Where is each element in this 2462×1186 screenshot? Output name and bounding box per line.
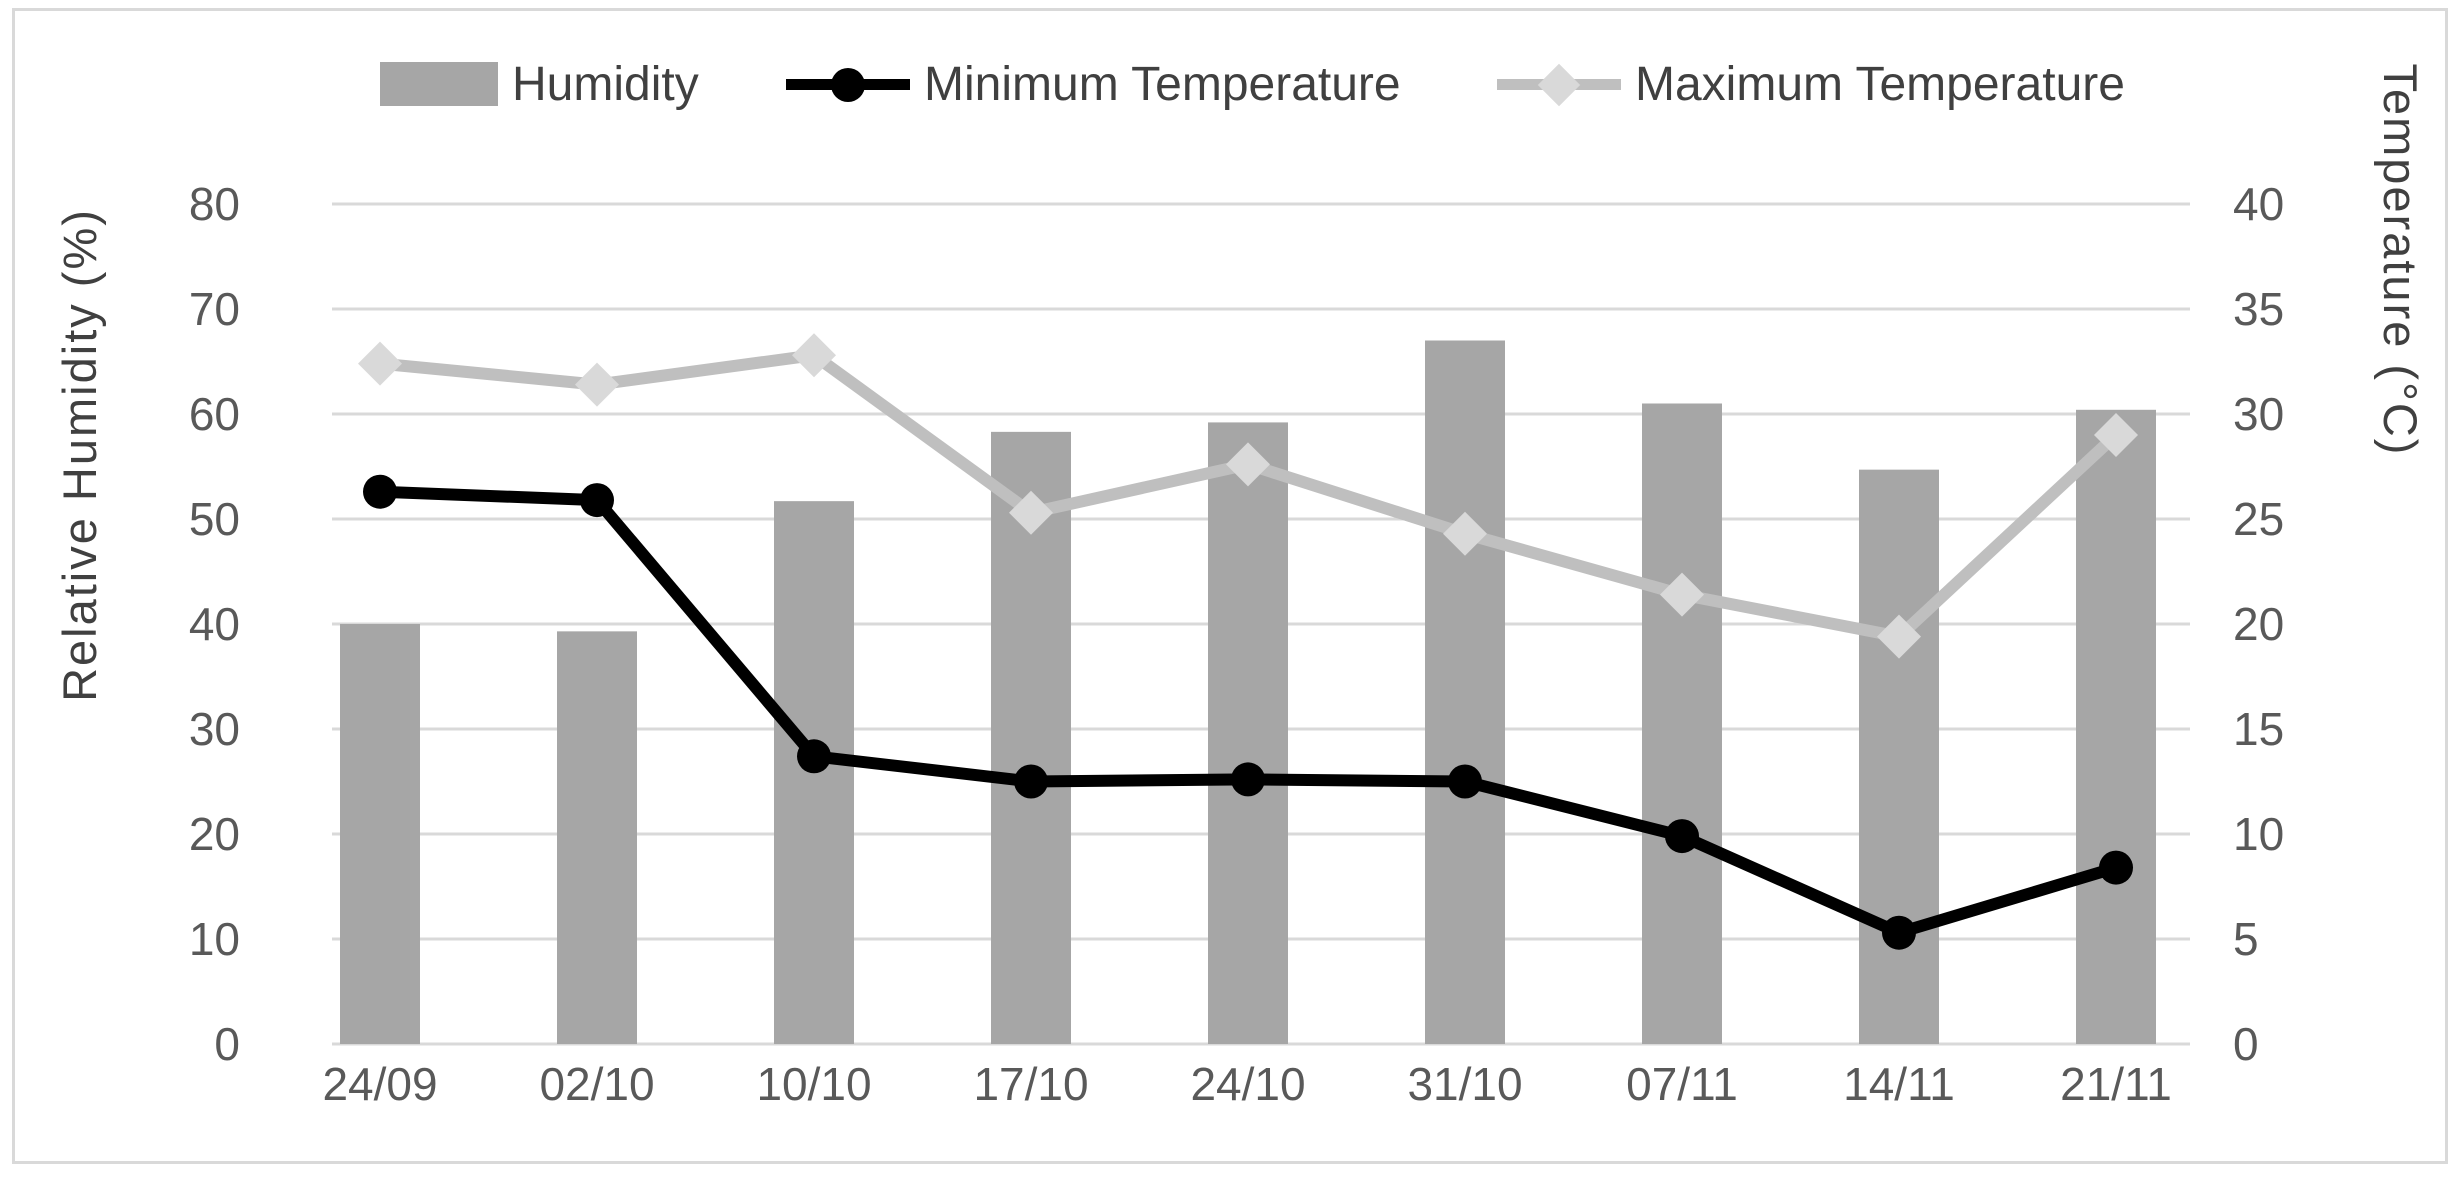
legend-item-min-temperature: Minimum Temperature bbox=[786, 57, 1401, 111]
x-axis-category-label: 14/11 bbox=[1843, 1058, 1955, 1110]
max-temperature-point bbox=[1226, 442, 1270, 487]
max-temperature-point bbox=[2094, 413, 2138, 457]
right-axis-tick-label: 15 bbox=[2233, 703, 2284, 755]
min-temperature-point bbox=[2099, 850, 2133, 885]
left-axis-tick-label: 80 bbox=[189, 178, 240, 230]
x-axis-category-label: 02/10 bbox=[539, 1058, 654, 1110]
legend-label-max-temperature: Maximum Temperature bbox=[1635, 57, 2125, 111]
min-temperature-point bbox=[1665, 819, 1699, 854]
left-axis-tick-label: 20 bbox=[189, 808, 240, 860]
humidity-bar bbox=[557, 631, 637, 1044]
x-axis-category-label: 21/11 bbox=[2060, 1058, 2172, 1110]
humidity-bar bbox=[2076, 409, 2156, 1044]
left-axis-tick-label: 40 bbox=[189, 598, 240, 650]
legend-item-max-temperature: Maximum Temperature bbox=[1497, 57, 2125, 111]
x-axis-category-label: 31/10 bbox=[1407, 1058, 1522, 1110]
humidity-swatch-icon bbox=[380, 62, 498, 106]
left-axis-tick-label: 60 bbox=[189, 388, 240, 440]
min-temperature-point bbox=[797, 739, 831, 774]
x-axis-category-label: 10/10 bbox=[756, 1058, 871, 1110]
x-axis-category-label: 24/10 bbox=[1190, 1058, 1305, 1110]
left-axis-tick-label: 50 bbox=[189, 493, 240, 545]
min-temperature-point bbox=[1882, 915, 1916, 950]
left-axis-tick-label: 30 bbox=[189, 703, 240, 755]
humidity-bar bbox=[1642, 403, 1722, 1044]
right-axis-tick-label: 10 bbox=[2233, 808, 2284, 860]
max-temperature-point bbox=[1009, 490, 1053, 535]
left-axis-title: Relative Humidity (%) bbox=[53, 208, 106, 702]
max-temperature-point bbox=[575, 362, 619, 407]
max-temperature-point bbox=[1877, 614, 1921, 659]
left-axis-tick-label: 0 bbox=[214, 1018, 240, 1070]
left-axis-tick-label: 10 bbox=[189, 913, 240, 965]
humidity-bar bbox=[1859, 469, 1939, 1044]
max-temperature-point bbox=[358, 341, 402, 386]
max-temperature-point bbox=[1443, 511, 1487, 556]
humidity-bar bbox=[1425, 340, 1505, 1044]
right-axis-tick-label: 20 bbox=[2233, 598, 2284, 650]
right-axis-title: Temperature (°C) bbox=[2374, 63, 2427, 457]
max-temperature-point bbox=[792, 333, 836, 378]
min-temperature-point bbox=[363, 474, 397, 509]
min-temperature-line-marker-icon bbox=[786, 58, 910, 110]
max-temperature-point bbox=[1660, 572, 1704, 617]
right-axis-tick-label: 5 bbox=[2233, 913, 2259, 965]
max-temperature-line-marker-icon bbox=[1497, 58, 1621, 110]
legend-label-humidity: Humidity bbox=[512, 57, 699, 111]
x-axis-category-label: 17/10 bbox=[973, 1058, 1088, 1110]
x-axis-category-label: 07/11 bbox=[1626, 1058, 1738, 1110]
min-temperature-point bbox=[1231, 762, 1265, 797]
right-axis-tick-label: 40 bbox=[2233, 178, 2284, 230]
right-axis-tick-label: 35 bbox=[2233, 283, 2284, 335]
right-axis-tick-label: 30 bbox=[2233, 388, 2284, 440]
legend-label-min-temperature: Minimum Temperature bbox=[924, 57, 1401, 111]
legend-item-humidity: Humidity bbox=[380, 57, 699, 111]
humidity-bar bbox=[1208, 422, 1288, 1044]
min-temperature-point bbox=[580, 483, 614, 518]
left-axis-tick-label: 70 bbox=[189, 283, 240, 335]
humidity-bar bbox=[340, 624, 420, 1044]
min-temperature-point bbox=[1014, 764, 1048, 799]
right-axis-tick-label: 25 bbox=[2233, 493, 2284, 545]
min-temperature-point bbox=[1448, 764, 1482, 799]
right-axis-tick-label: 0 bbox=[2233, 1018, 2259, 1070]
x-axis-category-label: 24/09 bbox=[322, 1058, 437, 1110]
